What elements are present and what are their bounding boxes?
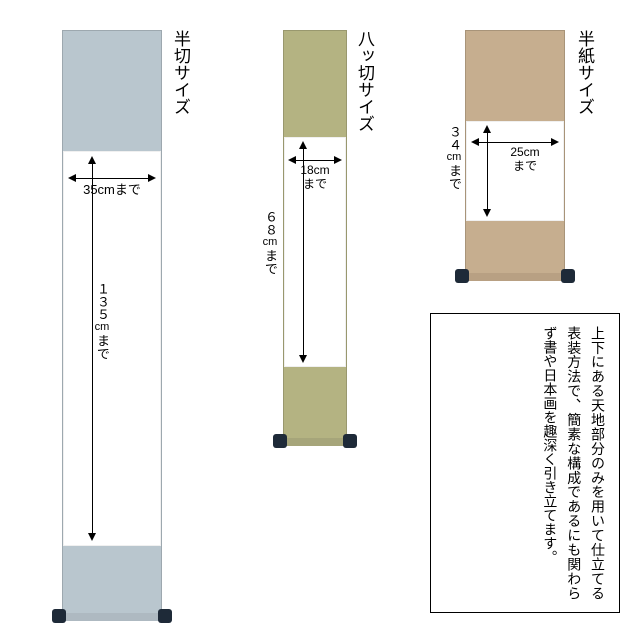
title-yatsugiri: 八ッ切サイズ	[352, 30, 377, 132]
roller-hansetsu	[52, 609, 172, 623]
dim-height-label-hanshi: ３４cmまで	[446, 125, 461, 190]
description-box: 上下にある天地部分のみを用いて仕立てる表装方法で、簡素な構成であるにも関わらず書…	[430, 313, 620, 613]
paper-hansetsu: 35cmまで １３５cmまで	[63, 151, 161, 546]
paper-hanshi: 25cmまで	[466, 121, 564, 221]
dim-height-yatsugiri	[299, 141, 307, 363]
scroll-hansetsu: 35cmまで １３５cmまで	[62, 30, 162, 615]
roller-hanshi	[455, 269, 575, 283]
scroll-hanshi: 25cmまで	[465, 30, 565, 275]
dim-height-hanshi	[483, 125, 491, 217]
dim-width-label-hanshi: 25cmまで	[487, 146, 563, 174]
scroll-yatsugiri: 18cmまで	[283, 30, 347, 440]
stage: 35cmまで １３５cmまで 半切サイズ	[0, 0, 640, 640]
mount-hanshi: 25cmまで	[465, 30, 565, 275]
roller-yatsugiri	[273, 434, 357, 448]
title-hanshi: 半紙サイズ	[572, 30, 597, 115]
dim-width-label-yatsugiri: 18cmまで	[285, 164, 345, 192]
title-hansetsu: 半切サイズ	[168, 30, 193, 115]
mount-hansetsu: 35cmまで １３５cmまで	[62, 30, 162, 615]
dim-width-hansetsu	[68, 174, 156, 182]
paper-yatsugiri: 18cmまで	[284, 137, 346, 367]
dim-height-label-hansetsu: １３５cmまで	[94, 282, 109, 360]
dim-width-label-hansetsu: 35cmまで	[64, 183, 160, 198]
dim-height-label-yatsugiri: ６８cmまで	[262, 210, 277, 275]
mount-yatsugiri: 18cmまで	[283, 30, 347, 440]
